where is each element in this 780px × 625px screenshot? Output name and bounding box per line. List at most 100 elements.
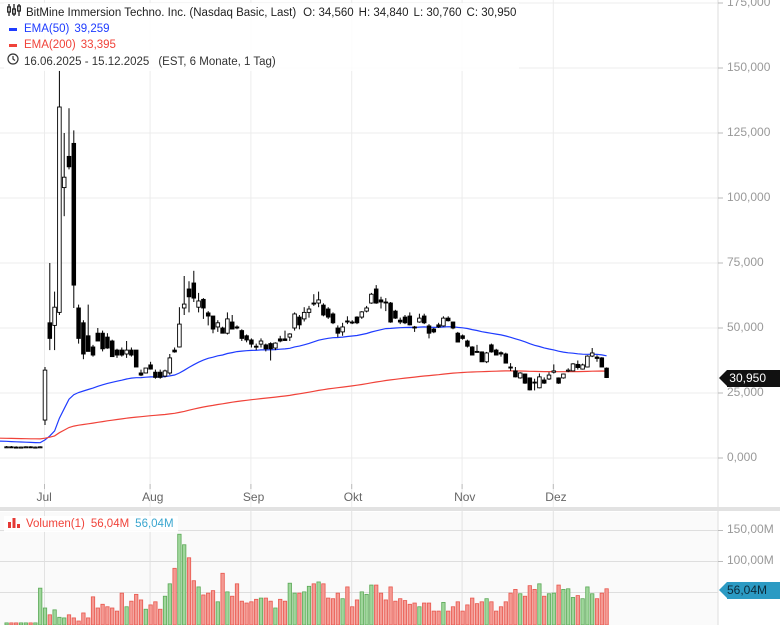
indicator-settings-icon[interactable]	[7, 4, 21, 21]
candle	[57, 70, 62, 315]
volume-bar	[417, 606, 422, 625]
candle-body	[215, 322, 221, 328]
candle-body	[575, 363, 581, 368]
volume-bar	[230, 595, 235, 625]
candle	[479, 351, 485, 363]
volume-bar	[503, 601, 508, 625]
candle-body	[205, 312, 211, 317]
candle	[268, 342, 273, 361]
month-label: Nov	[454, 490, 476, 504]
volume-bar	[9, 622, 14, 625]
volume-bar	[580, 598, 585, 625]
candle-body	[393, 310, 398, 319]
volume-bar	[335, 592, 340, 625]
volume-bar	[71, 617, 76, 625]
candle	[349, 320, 355, 325]
ema200-row[interactable]: EMA(200) 33,395	[7, 37, 516, 53]
volume-tick-label: 150,00M	[727, 522, 774, 536]
volume-bar	[191, 580, 196, 625]
volume-bar	[402, 600, 408, 625]
candle-body	[23, 446, 29, 449]
candle	[148, 361, 153, 370]
volume-bar	[326, 597, 331, 625]
candle-body	[157, 371, 163, 378]
volume-bar	[287, 582, 292, 625]
candle-body	[273, 342, 278, 349]
volume-bar	[441, 602, 446, 625]
volume-bar	[532, 589, 537, 625]
candle-body	[220, 327, 225, 334]
ema-lines	[0, 326, 607, 444]
candle	[253, 343, 259, 351]
candle	[306, 305, 312, 318]
volume-bar	[426, 602, 432, 625]
candle	[503, 352, 509, 364]
volume-bar	[76, 620, 81, 625]
ema50-color-swatch	[9, 27, 17, 31]
candle	[287, 333, 293, 341]
candle-body	[335, 327, 341, 334]
candle	[460, 334, 465, 340]
volume-bar	[513, 589, 518, 625]
candle-body	[129, 349, 134, 356]
candle	[9, 446, 14, 449]
candle	[292, 312, 297, 331]
candle-body	[61, 176, 67, 189]
volume-bar	[153, 601, 158, 625]
ema50-row[interactable]: EMA(50) 39,259	[7, 21, 516, 37]
ema200-line	[0, 370, 607, 440]
candle-body	[105, 336, 110, 349]
candle	[445, 316, 451, 322]
candle	[177, 307, 182, 348]
candle	[109, 339, 115, 358]
candle	[340, 322, 345, 336]
volume-bar	[124, 606, 129, 625]
candle	[561, 373, 566, 379]
volume-value-secondary: 56,04M	[135, 518, 174, 530]
candle	[249, 338, 254, 348]
candle-body	[397, 319, 403, 323]
volume-bar	[244, 602, 249, 625]
candle	[196, 292, 201, 313]
candle	[220, 326, 225, 334]
candle	[546, 372, 552, 380]
candle-body	[297, 316, 302, 326]
candle	[138, 369, 144, 377]
candle-body	[229, 321, 235, 330]
candle-body	[18, 446, 24, 449]
ema50-line	[0, 326, 607, 444]
volume-bar	[345, 586, 350, 625]
month-label: Aug	[142, 490, 164, 504]
candle-body	[244, 335, 249, 341]
volume-bar	[474, 603, 480, 625]
candle-body	[551, 370, 557, 373]
axis-ticks	[44, 2, 723, 562]
month-label: Sep	[242, 490, 265, 504]
volume-bar	[369, 584, 374, 625]
candle	[474, 344, 480, 353]
open-value: O: 34,560	[303, 6, 354, 19]
pane-separator[interactable]	[0, 507, 780, 511]
candle-body	[186, 288, 192, 298]
volume-bar	[42, 607, 48, 625]
volume-bar	[268, 600, 273, 625]
volume-bar	[134, 593, 139, 625]
candle-body	[455, 332, 461, 343]
volume-bar	[234, 583, 240, 625]
volume-bar	[18, 622, 24, 625]
candle	[47, 263, 53, 351]
candle	[589, 348, 595, 358]
candle-body	[167, 357, 173, 374]
candle-body	[407, 315, 413, 326]
candle-body	[383, 301, 389, 304]
candle-body	[321, 304, 326, 316]
candle	[402, 315, 408, 325]
candle	[575, 360, 581, 370]
volume-bar	[383, 599, 388, 625]
volume-bar	[604, 588, 609, 625]
candle	[282, 330, 288, 341]
candle	[172, 347, 177, 353]
volume-bar	[162, 595, 168, 625]
candle	[297, 315, 302, 330]
